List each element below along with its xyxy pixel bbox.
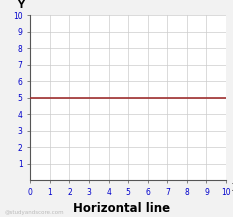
Text: X: X — [232, 183, 233, 193]
Text: @studyandscore.com: @studyandscore.com — [5, 210, 64, 215]
Text: Horizontal line: Horizontal line — [73, 202, 170, 215]
Text: Y: Y — [17, 0, 24, 10]
